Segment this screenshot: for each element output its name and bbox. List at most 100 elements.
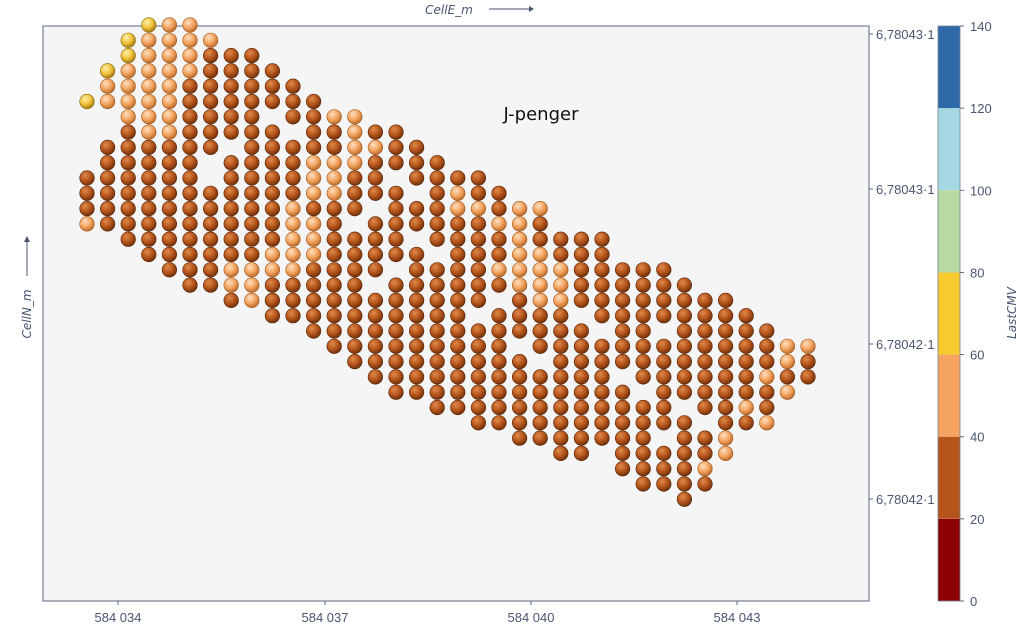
data-point [429,384,445,400]
data-point [409,323,425,339]
data-point [79,170,95,186]
data-point [161,246,177,263]
data-point [409,292,425,309]
data-point [223,216,239,232]
data-point [450,292,466,309]
data-point [429,399,445,416]
data-point [697,308,713,324]
data-point [594,292,610,309]
data-point [532,201,548,217]
data-point [470,384,487,400]
data-point [573,231,590,247]
data-point [511,415,528,431]
data-point [388,155,404,171]
x-ticks: 584 034 584 037 584 040 584 043 [95,601,761,625]
data-point [306,139,322,155]
data-point [244,63,260,79]
data-point [553,445,569,462]
data-point [264,124,281,140]
data-point [326,277,342,293]
data-point [656,461,672,477]
data-point [161,231,177,247]
data-point [306,231,322,247]
data-point [676,415,693,431]
data-point [161,17,177,33]
data-point [264,139,281,155]
data-point [244,139,260,155]
data-point [800,338,816,354]
data-point [388,201,404,217]
data-point [594,262,610,278]
data-point [470,338,487,354]
data-point [697,461,713,477]
data-point [450,384,466,400]
data-point [141,155,157,171]
data-point [656,415,672,431]
data-point [573,384,590,400]
data-point [573,246,590,263]
data-point [450,201,466,217]
data-point [470,369,487,385]
data-point [676,430,693,446]
data-point [326,201,342,217]
data-point [676,384,693,400]
data-point [717,323,734,339]
data-point [429,323,445,339]
data-point [326,292,342,309]
data-point [388,308,404,324]
data-point [141,201,157,217]
data-point [553,277,569,293]
colorbar-tick-label: 80 [970,265,984,280]
data-point [759,384,775,400]
data-point [182,262,198,278]
data-point [161,201,177,217]
data-point [697,430,713,446]
data-point [532,384,548,400]
x-tick-label: 584 040 [508,610,555,625]
data-point [779,384,796,400]
data-point [491,308,507,324]
data-point [203,262,219,278]
data-point [79,216,95,232]
colorbar-tick-label: 140 [970,19,992,34]
data-point [656,384,672,400]
data-point [306,109,322,125]
data-point [285,170,301,186]
data-point [326,338,342,354]
data-point [203,124,219,140]
data-point [676,292,693,309]
data-point [306,155,322,171]
data-point [759,323,775,339]
data-point [573,445,590,462]
data-point [244,201,260,217]
data-point [141,216,157,232]
data-point [367,185,384,201]
data-point [285,185,301,201]
data-point [388,384,404,400]
data-point [223,170,239,186]
data-point [614,262,631,278]
data-point [285,231,301,247]
data-point [511,231,528,247]
data-point [244,93,260,110]
colorbar [937,25,961,602]
data-point [409,262,425,278]
data-point [409,201,425,217]
y-axis-arrow-head [24,236,30,242]
data-point [614,461,631,477]
data-point [635,369,651,385]
data-point [120,78,136,94]
data-point [573,262,590,278]
data-point [511,384,528,400]
data-point [470,323,487,339]
data-point [141,139,157,155]
colorbar-tick-label: 120 [970,101,992,116]
data-point [161,93,177,110]
data-point [264,262,281,278]
data-point [429,369,445,385]
data-point [306,308,322,324]
data-point [203,47,219,64]
data-point [182,63,198,79]
data-point [326,216,342,232]
data-point [491,399,507,416]
